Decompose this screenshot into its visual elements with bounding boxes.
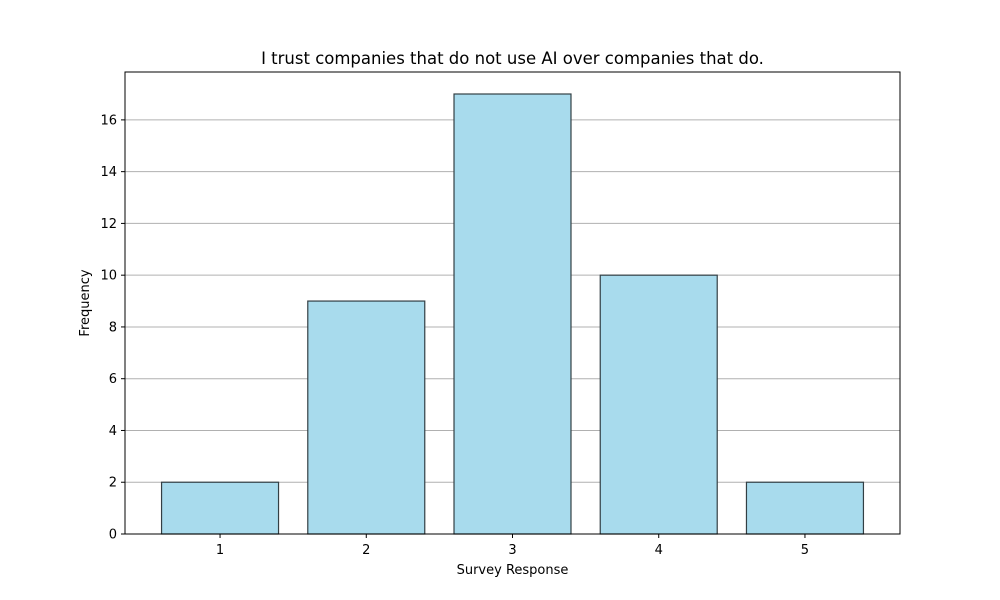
bar-1 [160,481,280,535]
x-tick-label: 2 [362,543,370,558]
x-tick-label: 4 [655,543,663,558]
bars [160,93,865,535]
y-tick-label: 12 [100,217,117,232]
y-tick-label: 8 [109,320,117,335]
x-axis-label: Survey Response [457,563,569,578]
bar-5 [745,481,865,535]
y-axis-label: Frequency [78,269,93,336]
chart-title: I trust companies that do not use AI ove… [261,49,764,68]
y-tick-label: 2 [109,476,117,491]
y-tick-label: 0 [109,528,117,543]
y-tick-label: 10 [100,269,117,284]
bar-2 [307,300,426,535]
y-tick-label: 6 [109,372,117,387]
x-tick-label: 5 [801,543,809,558]
y-tick-label: 4 [109,424,117,439]
bar-4 [599,274,718,535]
y-tick-label: 14 [100,165,117,180]
bar-3 [453,93,572,535]
y-tick-label: 16 [100,113,117,128]
x-tick-label: 1 [216,543,224,558]
x-axis-ticks: 1 2 3 4 5 [216,534,809,558]
y-axis-ticks: 0 2 4 6 8 10 12 14 16 [100,113,125,543]
x-tick-label: 3 [508,543,516,558]
